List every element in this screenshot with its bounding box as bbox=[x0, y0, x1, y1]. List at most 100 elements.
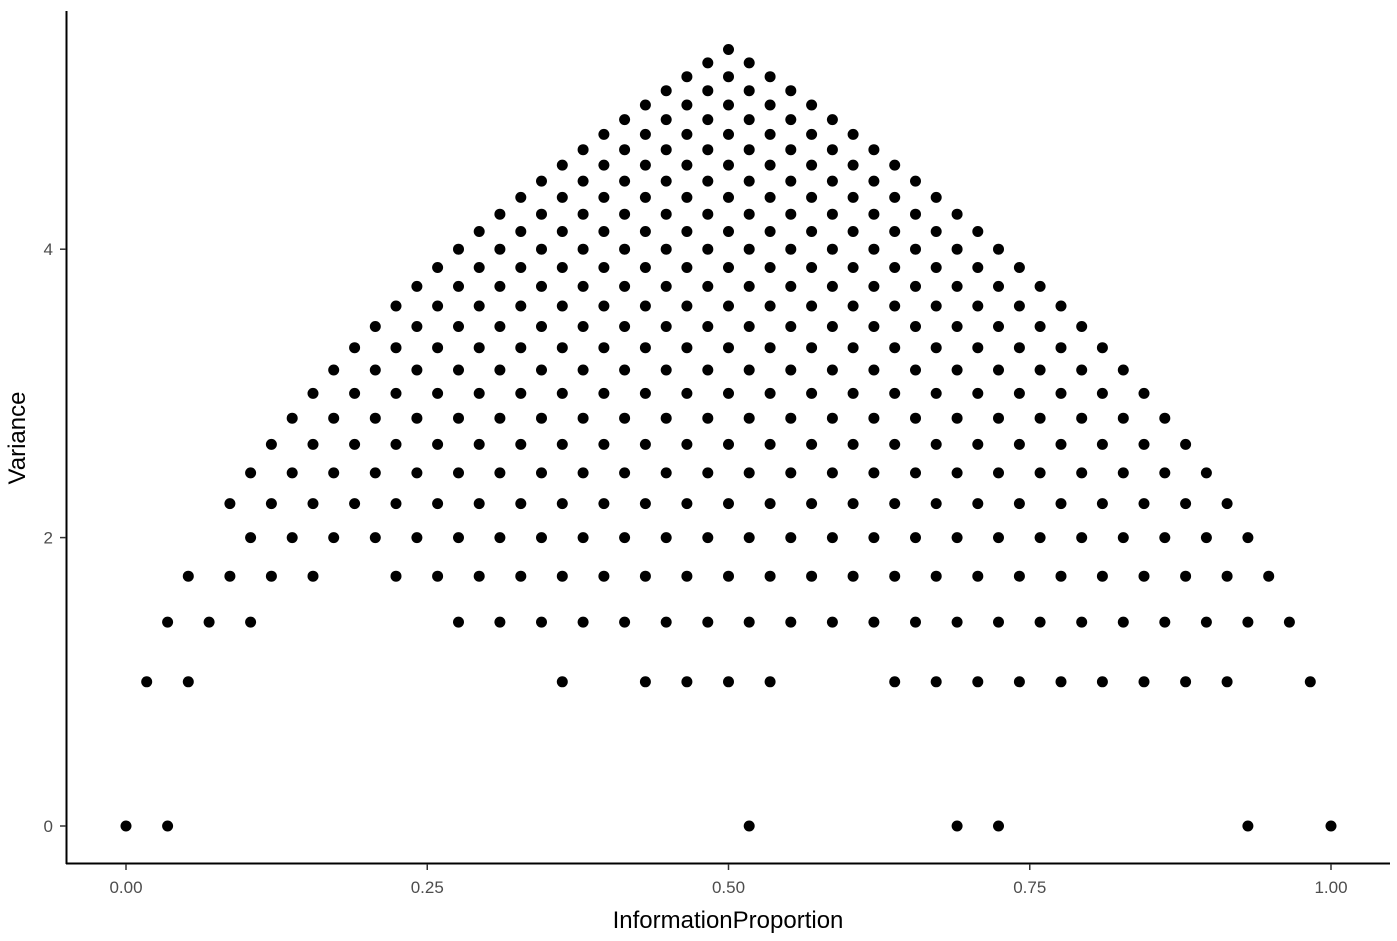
data-point bbox=[577, 532, 589, 544]
data-point bbox=[162, 820, 174, 832]
data-point bbox=[764, 387, 776, 399]
data-point bbox=[494, 467, 506, 479]
data-point bbox=[1221, 570, 1233, 582]
data-point bbox=[702, 243, 714, 255]
data-point bbox=[453, 280, 464, 292]
data-point bbox=[598, 226, 610, 237]
data-point bbox=[806, 191, 818, 203]
data-point bbox=[453, 467, 464, 479]
data-point bbox=[515, 498, 527, 510]
data-point bbox=[743, 243, 755, 255]
data-point bbox=[619, 144, 631, 156]
data-point bbox=[930, 676, 942, 688]
data-point bbox=[473, 498, 485, 510]
data-point bbox=[1221, 498, 1233, 510]
data-point bbox=[910, 175, 921, 187]
data-point bbox=[411, 532, 423, 544]
data-point bbox=[993, 321, 1004, 332]
data-point bbox=[120, 820, 132, 832]
data-point bbox=[681, 342, 693, 354]
data-point bbox=[764, 159, 776, 171]
data-point bbox=[930, 438, 942, 450]
data-point bbox=[889, 387, 901, 399]
data-point bbox=[681, 226, 693, 237]
data-point bbox=[764, 71, 776, 83]
data-point bbox=[868, 467, 880, 479]
data-point bbox=[515, 570, 527, 582]
data-point bbox=[743, 467, 755, 479]
data-point bbox=[951, 616, 963, 628]
data-point bbox=[951, 412, 963, 424]
data-point bbox=[764, 226, 776, 237]
data-point bbox=[1180, 570, 1192, 582]
data-point bbox=[993, 532, 1004, 544]
points-layer bbox=[120, 44, 1337, 832]
data-point bbox=[390, 342, 402, 354]
data-point bbox=[1055, 498, 1067, 510]
data-point bbox=[639, 498, 651, 510]
data-point bbox=[265, 570, 277, 582]
data-point bbox=[1096, 438, 1108, 450]
data-point bbox=[473, 300, 485, 312]
data-point bbox=[764, 570, 776, 582]
data-point bbox=[702, 208, 714, 220]
data-point bbox=[1076, 467, 1088, 479]
data-point bbox=[639, 99, 651, 111]
data-point bbox=[785, 243, 797, 255]
data-point bbox=[1034, 616, 1046, 628]
data-point bbox=[993, 820, 1004, 832]
data-point bbox=[702, 321, 714, 332]
data-point bbox=[432, 300, 444, 312]
data-point bbox=[681, 262, 693, 273]
data-point bbox=[702, 412, 714, 424]
data-point bbox=[723, 191, 734, 203]
data-point bbox=[723, 99, 734, 111]
data-point bbox=[1096, 676, 1108, 688]
data-point bbox=[806, 159, 818, 171]
data-point bbox=[681, 498, 693, 510]
data-point bbox=[577, 364, 589, 376]
data-point bbox=[930, 191, 942, 203]
data-point bbox=[577, 208, 589, 220]
data-point bbox=[577, 467, 589, 479]
data-point bbox=[930, 570, 942, 582]
data-point bbox=[826, 321, 838, 332]
data-point bbox=[806, 128, 818, 140]
data-point bbox=[785, 208, 797, 220]
data-point bbox=[598, 570, 610, 582]
data-point bbox=[847, 498, 859, 510]
data-point bbox=[1034, 467, 1046, 479]
data-point bbox=[619, 364, 631, 376]
data-point bbox=[1013, 498, 1025, 510]
data-point bbox=[764, 438, 776, 450]
data-point bbox=[536, 243, 547, 255]
data-point bbox=[515, 262, 527, 273]
data-point bbox=[411, 467, 423, 479]
data-point bbox=[1076, 412, 1088, 424]
data-point bbox=[951, 364, 963, 376]
data-point bbox=[660, 243, 672, 255]
data-point bbox=[702, 467, 714, 479]
data-point bbox=[972, 570, 984, 582]
data-point bbox=[1159, 467, 1171, 479]
y-tick-label: 0 bbox=[44, 817, 53, 836]
data-point bbox=[972, 342, 984, 354]
data-point bbox=[723, 71, 734, 83]
x-ticks: 0.00 0.25 0.50 0.75 1.00 bbox=[109, 864, 1348, 897]
data-point bbox=[473, 226, 485, 237]
data-point bbox=[577, 321, 589, 332]
data-point bbox=[1096, 570, 1108, 582]
data-point bbox=[764, 191, 776, 203]
x-tick-label: 0.25 bbox=[411, 878, 444, 897]
data-point bbox=[556, 676, 568, 688]
data-point bbox=[453, 412, 464, 424]
data-point bbox=[182, 570, 194, 582]
data-point bbox=[494, 364, 506, 376]
data-point bbox=[369, 412, 381, 424]
data-point bbox=[598, 191, 610, 203]
data-point bbox=[681, 191, 693, 203]
data-point bbox=[868, 208, 880, 220]
data-point bbox=[889, 570, 901, 582]
data-point bbox=[224, 498, 236, 510]
data-point bbox=[660, 532, 672, 544]
